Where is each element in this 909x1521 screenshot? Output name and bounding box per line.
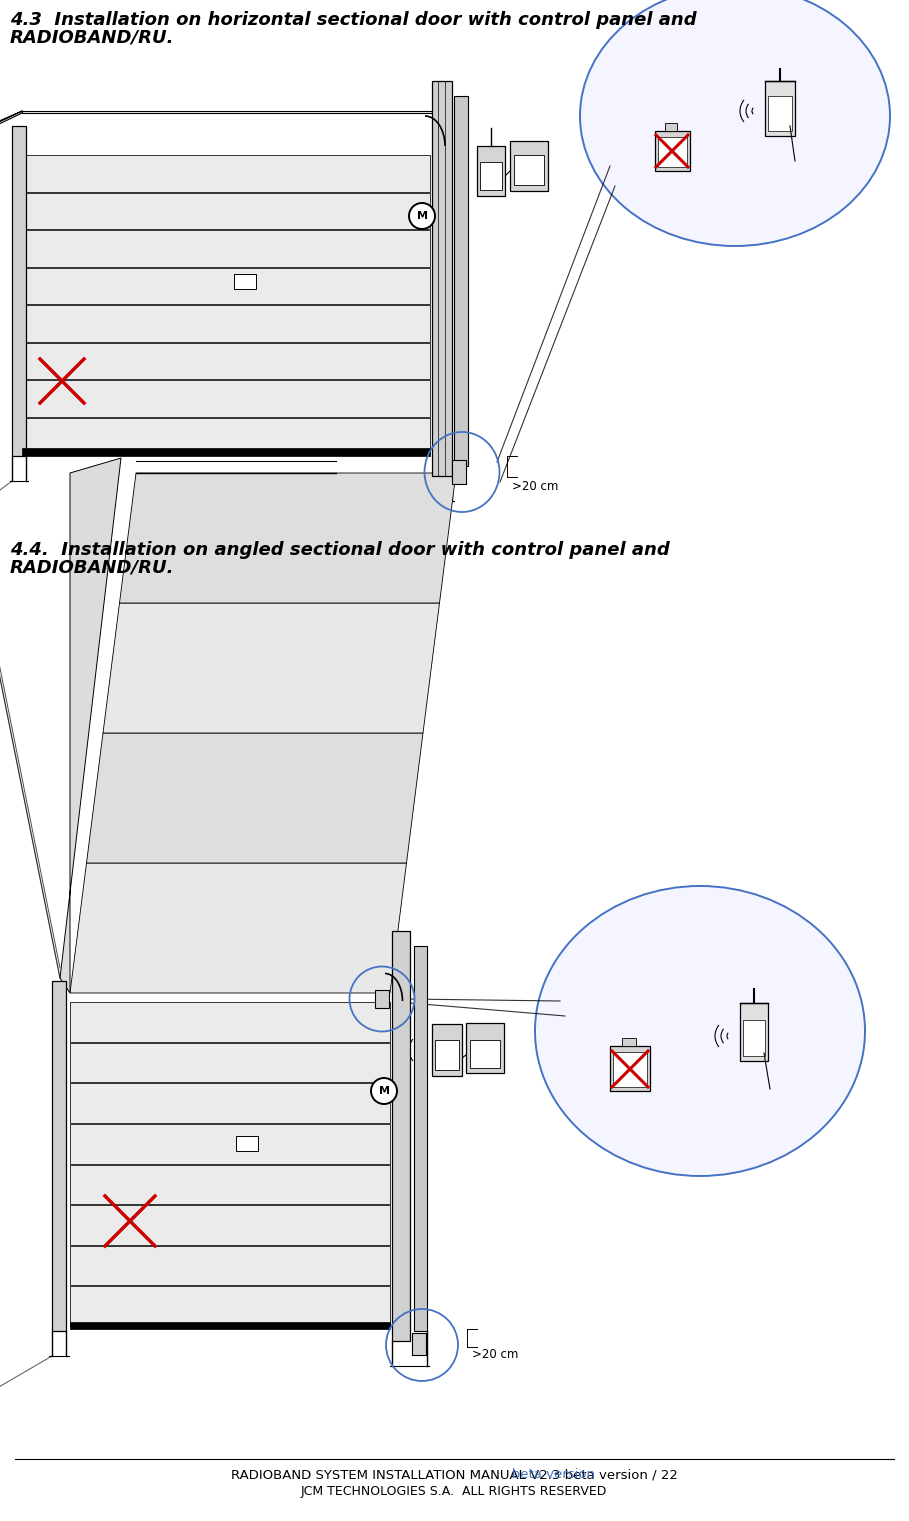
Bar	[414, 946, 427, 1331]
Bar	[22, 306, 430, 342]
Text: >20 cm: >20 cm	[512, 481, 558, 493]
Bar	[452, 459, 466, 484]
Bar	[70, 1002, 390, 1042]
Polygon shape	[119, 473, 456, 602]
Bar	[70, 1246, 390, 1285]
Text: RADIOBAND SYSTEM INSTALLATION MANUAL V2.3 beta version / 22: RADIOBAND SYSTEM INSTALLATION MANUAL V2.…	[231, 1468, 677, 1481]
Bar	[510, 141, 548, 192]
Bar	[470, 1040, 500, 1068]
Text: 4.3  Installation on horizontal sectional door with control panel and: 4.3 Installation on horizontal sectional…	[10, 11, 696, 29]
Bar	[477, 146, 505, 196]
Bar	[433, 93, 445, 100]
Bar	[622, 1037, 636, 1046]
Bar	[22, 230, 430, 266]
Circle shape	[371, 1078, 397, 1104]
Text: RADIOBAND/RU.: RADIOBAND/RU.	[10, 558, 175, 576]
Text: beta version: beta version	[313, 1468, 595, 1481]
Polygon shape	[103, 602, 439, 733]
Bar	[70, 1124, 390, 1164]
Bar	[432, 81, 452, 476]
Bar	[12, 126, 26, 456]
Bar	[236, 1136, 258, 1150]
Bar	[22, 193, 430, 230]
Ellipse shape	[535, 887, 865, 1176]
Bar	[432, 1024, 462, 1075]
Text: >20 cm: >20 cm	[472, 1349, 518, 1361]
Bar	[768, 96, 792, 131]
Bar	[22, 380, 430, 417]
Text: M: M	[416, 211, 427, 221]
Bar	[765, 81, 795, 135]
Ellipse shape	[580, 0, 890, 246]
Bar	[22, 268, 430, 304]
Bar	[655, 131, 690, 170]
Bar	[613, 1053, 647, 1088]
Bar	[70, 1322, 390, 1329]
Bar	[435, 1040, 459, 1069]
Bar	[70, 1205, 390, 1244]
Bar	[22, 155, 430, 192]
Bar	[70, 1042, 390, 1083]
Bar	[70, 1083, 390, 1122]
Bar	[392, 931, 410, 1342]
Bar	[22, 449, 430, 456]
Bar	[70, 1287, 390, 1326]
Polygon shape	[70, 862, 406, 993]
Polygon shape	[60, 458, 121, 993]
Bar	[52, 981, 66, 1331]
Polygon shape	[22, 111, 438, 113]
Text: JCM TECHNOLOGIES S.A.  ALL RIGHTS RESERVED: JCM TECHNOLOGIES S.A. ALL RIGHTS RESERVE…	[301, 1484, 607, 1498]
Bar	[658, 137, 687, 167]
Text: M: M	[378, 1086, 389, 1097]
Bar	[22, 342, 430, 379]
Bar	[22, 417, 430, 453]
Bar	[610, 1046, 650, 1091]
Bar	[514, 155, 544, 186]
Bar	[454, 96, 468, 465]
Bar	[70, 1165, 390, 1205]
Bar	[665, 123, 677, 131]
Bar	[480, 163, 502, 190]
Bar	[412, 1332, 426, 1355]
Polygon shape	[86, 733, 423, 862]
Text: RADIOBAND/RU.: RADIOBAND/RU.	[10, 27, 175, 46]
Polygon shape	[0, 111, 22, 138]
Bar	[740, 1002, 768, 1062]
Text: 4.4.  Installation on angled sectional door with control panel and: 4.4. Installation on angled sectional do…	[10, 541, 670, 560]
Bar	[235, 274, 256, 289]
Bar	[466, 1024, 504, 1072]
Bar	[375, 990, 389, 1008]
Bar	[743, 1021, 765, 1056]
Circle shape	[409, 202, 435, 230]
Bar	[433, 100, 445, 116]
